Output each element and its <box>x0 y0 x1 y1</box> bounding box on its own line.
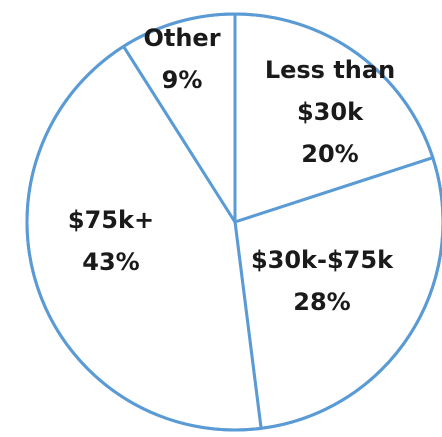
pie-slices <box>25 12 442 432</box>
pie-outline <box>25 12 442 432</box>
slice-label-line: Less than <box>265 56 395 84</box>
slice-label-line: 9% <box>162 66 203 94</box>
slice-label-1: Less than $30k 20% <box>265 56 395 168</box>
slice-label-line: 20% <box>301 140 358 168</box>
slice-label-line: Other <box>143 24 220 52</box>
slice-label-line: $75k+ <box>68 206 154 234</box>
slice-label-line: 43% <box>82 248 139 276</box>
pie-labels: Less than $30k 20% $30k-$75k 28% $75k+ 43% Othe… <box>68 24 395 316</box>
slice-label-3: $75k+ 43% <box>68 206 154 276</box>
slice-label-4: Other 9% <box>143 24 220 94</box>
slice-label-line: 28% <box>293 288 350 316</box>
slice-label-line: $30k <box>297 98 364 126</box>
slice-label-2: $30k-$75k 28% <box>251 246 394 316</box>
slice-label-line: $30k-$75k <box>251 246 394 274</box>
